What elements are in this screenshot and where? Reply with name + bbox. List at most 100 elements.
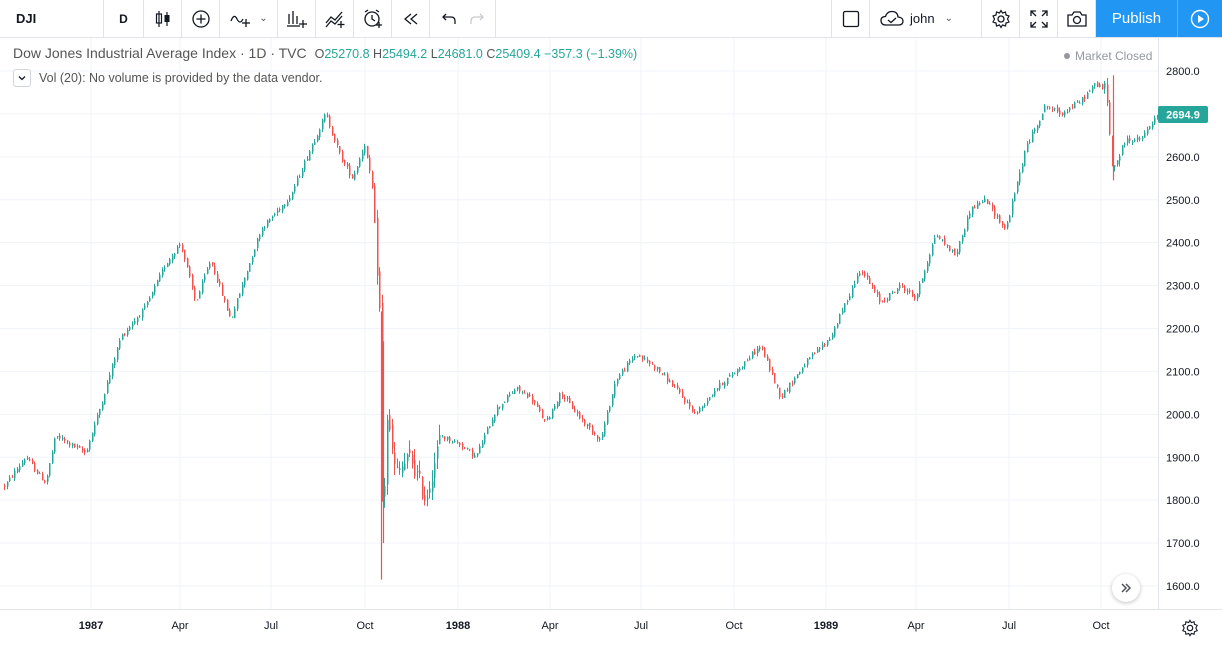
time-tick-label: Jul (1002, 620, 1016, 632)
candle-body (884, 300, 886, 302)
candle-body (424, 494, 426, 502)
main-legend[interactable]: Dow Jones Industrial Average Index · 1D … (13, 45, 637, 61)
candle-body (599, 438, 601, 440)
candle-body (429, 488, 431, 493)
indicators-button[interactable]: ⌄ (220, 0, 278, 37)
candle-body (579, 412, 581, 419)
redo-icon[interactable] (469, 11, 485, 27)
candle-body (204, 275, 206, 281)
candle-body (817, 349, 819, 353)
fullscreen-button[interactable] (1020, 0, 1058, 37)
candle-body (167, 263, 169, 268)
candle-body (342, 151, 344, 162)
candle-body (392, 424, 394, 449)
candle-body (1079, 102, 1081, 104)
candle-body (1027, 143, 1029, 153)
market-status-label: Market Closed (1075, 49, 1153, 63)
candle-body (1052, 108, 1054, 110)
candle-body (952, 249, 954, 252)
play-button[interactable] (1178, 0, 1222, 37)
toolbar-spacer (496, 0, 832, 37)
candle-body (347, 164, 349, 167)
price-tick-label: 1700.0 (1166, 538, 1200, 550)
candle-body (899, 284, 901, 289)
candle-body (1124, 143, 1126, 145)
templates-button[interactable] (316, 0, 354, 37)
candle-body (747, 360, 749, 362)
candle-body (574, 408, 576, 413)
candle-body (797, 374, 799, 378)
settings-button[interactable] (982, 0, 1020, 37)
candle-body (892, 291, 894, 293)
candle-body (234, 309, 236, 318)
candle-body (764, 348, 766, 358)
candle-body (244, 277, 246, 286)
candle-body (557, 402, 559, 408)
candle-body (602, 434, 604, 438)
publish-button[interactable]: Publish (1096, 0, 1178, 37)
candle-body (907, 290, 909, 292)
candle-body (1119, 156, 1121, 161)
financials-button[interactable] (278, 0, 316, 37)
candle-body (1109, 102, 1111, 135)
candle-body (489, 426, 491, 429)
candle-body (752, 352, 754, 358)
candle-body (634, 355, 636, 358)
compare-button[interactable] (182, 0, 220, 37)
chart-type-button[interactable] (144, 0, 182, 37)
interval-button[interactable]: D (104, 0, 144, 37)
candle-body (379, 271, 381, 309)
volume-note: Vol (20): No volume is provided by the d… (39, 71, 323, 85)
price-tick-label: 1900.0 (1166, 452, 1200, 464)
candle-body (547, 417, 549, 420)
time-tick-label: Jul (634, 620, 648, 632)
layout-button[interactable] (832, 0, 870, 37)
candle-body (82, 448, 84, 451)
candle-body (1049, 107, 1051, 109)
candle-body (359, 158, 361, 167)
candle-body (127, 329, 129, 335)
candle-body (7, 481, 9, 487)
candle-body (134, 320, 136, 324)
candle-body (1094, 83, 1096, 86)
cloud-icon (880, 10, 904, 26)
candle-body (49, 463, 51, 476)
market-status[interactable]: Market Closed (1064, 49, 1152, 63)
candle-body (874, 286, 876, 292)
toolbar-right: john ⌄ Publish (832, 0, 1222, 37)
candle-body (879, 293, 881, 303)
candle-body (1112, 137, 1114, 164)
candle-body (1132, 141, 1134, 143)
candle-body (967, 217, 969, 231)
replay-button[interactable] (392, 0, 430, 37)
high-key: H (373, 47, 383, 61)
candle-body (1154, 118, 1156, 124)
candle-body (919, 283, 921, 295)
scroll-to-realtime-button[interactable] (1112, 574, 1140, 602)
candle-body (877, 292, 879, 295)
snapshot-button[interactable] (1058, 0, 1096, 37)
candle-body (227, 299, 229, 311)
candle-body (762, 347, 764, 349)
candle-body (207, 269, 209, 275)
candle-body (192, 275, 194, 288)
candle-body (957, 251, 959, 255)
candle-body (334, 133, 336, 142)
price-chart[interactable]: 2800.02700.02600.02500.02400.02300.02200… (0, 38, 1222, 647)
symbol-search-button[interactable]: DJI (0, 0, 104, 37)
candle-body (814, 352, 816, 354)
candle-body (107, 382, 109, 394)
candle-body (12, 476, 14, 478)
candle-body (779, 387, 781, 398)
axis-settings-button[interactable] (1158, 609, 1222, 647)
candle-body (87, 450, 89, 452)
candle-body (1157, 115, 1159, 119)
candle-body (94, 424, 96, 435)
time-tick-label: Oct (725, 620, 742, 632)
alert-button[interactable] (354, 0, 392, 37)
account-button[interactable]: john ⌄ (870, 0, 982, 37)
collapse-legend-button[interactable] (13, 69, 31, 87)
candle-body (714, 390, 716, 396)
candle-body (19, 466, 21, 470)
undo-icon[interactable] (441, 11, 457, 27)
